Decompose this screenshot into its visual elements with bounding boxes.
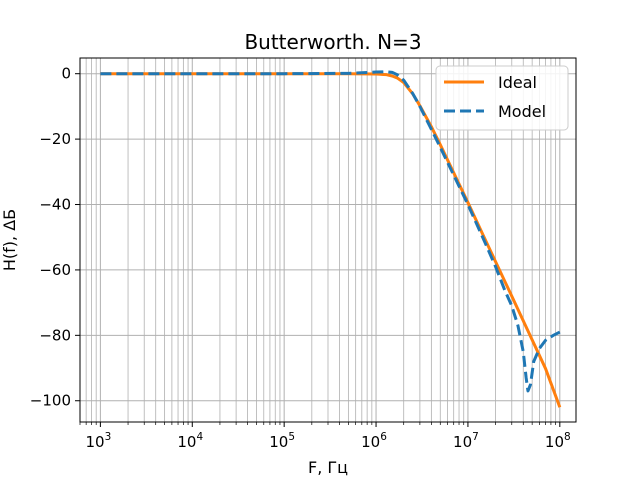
y-tick-label: −20 xyxy=(39,130,71,148)
y-tick-label: −60 xyxy=(39,261,71,279)
x-tick-label: 107 xyxy=(453,431,479,451)
x-tick-label: 106 xyxy=(361,431,387,451)
x-tick-label: 108 xyxy=(545,431,571,451)
series-group xyxy=(100,70,562,408)
y-tick-label: −40 xyxy=(39,196,71,214)
x-axis-label: F, Гц xyxy=(308,458,348,477)
chart-title: Butterworth. N=3 xyxy=(244,30,421,54)
y-tick-label: −100 xyxy=(30,392,71,410)
y-tick-label: −80 xyxy=(39,326,71,344)
series-line-model xyxy=(100,70,561,393)
legend-label-ideal: Ideal xyxy=(498,73,537,92)
legend-label-model: Model xyxy=(498,102,546,121)
y-tick-label: 0 xyxy=(61,65,71,83)
axis-ticks: 0 −20 −40 −60 −80 −100 103 104 105 106 107 108 xyxy=(30,65,571,451)
x-tick-label: 103 xyxy=(85,431,111,451)
y-axis-label: H(f), ΔБ xyxy=(0,209,19,271)
x-tick-label: 105 xyxy=(269,431,295,451)
x-tick-label: 104 xyxy=(177,431,203,451)
legend: Ideal Model xyxy=(435,65,569,131)
